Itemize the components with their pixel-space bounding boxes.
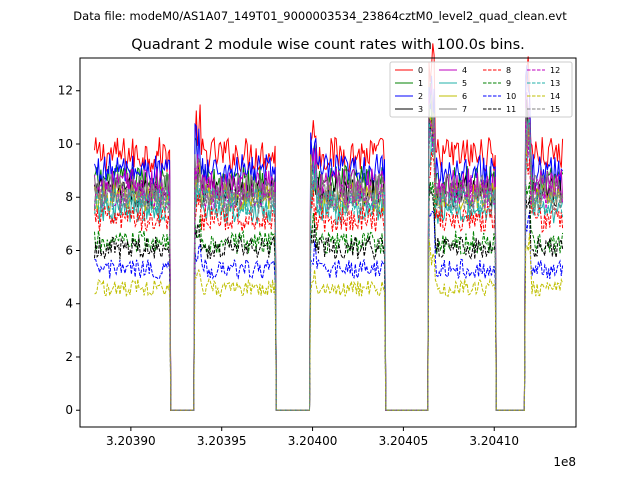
legend-box (389, 61, 573, 118)
series-layer (94, 43, 564, 411)
y-tick-label: 8 (65, 190, 73, 204)
y-tick-label: 4 (65, 297, 73, 311)
legend-label-3: 3 (418, 105, 423, 114)
legend-label-7: 7 (462, 105, 467, 114)
plot-frame (79, 57, 577, 428)
series-line-1 (94, 82, 564, 411)
legend-label-14: 14 (550, 92, 560, 101)
series-line-15 (94, 117, 564, 411)
legend-label-11: 11 (506, 105, 516, 114)
chart-title: Quadrant 2 module wise count rates with … (131, 37, 525, 53)
x-tick-label: 3.20390 (106, 434, 156, 448)
legend-label-8: 8 (506, 66, 511, 75)
x-tick-label: 3.20410 (469, 434, 519, 448)
legend-label-0: 0 (418, 66, 423, 75)
legend-label-10: 10 (506, 92, 516, 101)
legend-label-2: 2 (418, 92, 423, 101)
legend-label-6: 6 (462, 92, 467, 101)
legend-label-9: 9 (506, 79, 511, 88)
legend-label-5: 5 (462, 79, 467, 88)
suptitle: Data file: modeM0/AS1A07_149T01_90000035… (73, 9, 567, 23)
series-line-9 (94, 181, 564, 411)
legend-label-13: 13 (550, 79, 560, 88)
legend-label-1: 1 (418, 79, 423, 88)
x-axis: 3.20390 3.20395 3.20400 3.20405 3.20410 (106, 427, 519, 448)
x-tick-label: 3.20405 (379, 434, 429, 448)
y-tick-label: 12 (58, 84, 73, 98)
y-axis: 0 2 4 6 8 10 12 (58, 84, 80, 417)
legend-label-4: 4 (462, 66, 467, 75)
y-tick-label: 6 (65, 243, 73, 257)
legend-label-15: 15 (550, 105, 560, 114)
legend-label-12: 12 (550, 66, 560, 75)
series-line-10 (94, 211, 564, 411)
series-line-7 (94, 95, 564, 411)
x-offset-label: 1e8 (553, 455, 576, 469)
y-tick-label: 10 (58, 137, 73, 151)
y-tick-label: 0 (65, 403, 73, 417)
x-tick-label: 3.20400 (288, 434, 338, 448)
y-tick-label: 2 (65, 350, 73, 364)
series-line-14 (94, 233, 564, 411)
x-tick-label: 3.20395 (197, 434, 247, 448)
series-line-4 (94, 83, 564, 411)
